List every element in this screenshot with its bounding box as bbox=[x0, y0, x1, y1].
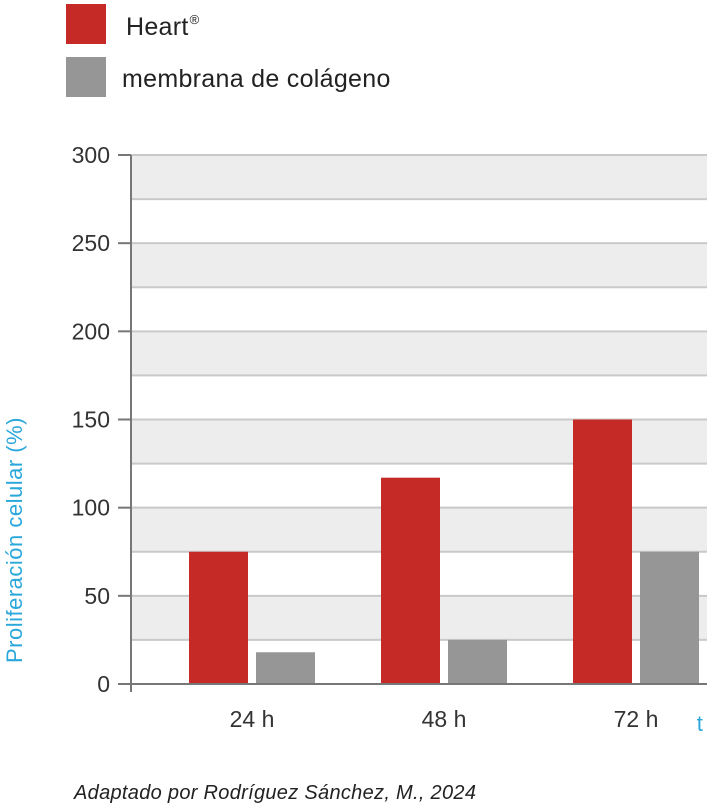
grid-band bbox=[131, 243, 707, 288]
x-tick-label: 48 h bbox=[422, 706, 467, 732]
chart-tick-labels: 0 50 100 150 200 250 300 24 h 48 h 72 h bbox=[72, 142, 659, 732]
legend-label-heart: Heart® bbox=[126, 12, 200, 42]
legend-label-heart-text: Heart bbox=[126, 13, 189, 41]
legend-swatch-collagen bbox=[66, 57, 106, 97]
registered-mark: ® bbox=[189, 12, 200, 27]
y-tick-label: 0 bbox=[97, 671, 110, 697]
legend-label-collagen: membrana de colágeno bbox=[122, 65, 391, 93]
bar-2-0 bbox=[573, 419, 632, 684]
chart-axes bbox=[118, 154, 707, 692]
x-tick-label: 24 h bbox=[230, 706, 275, 732]
y-tick-label: 100 bbox=[72, 495, 110, 521]
bar-0-1 bbox=[256, 652, 315, 684]
bar-1-1 bbox=[448, 639, 507, 684]
grid-band bbox=[131, 155, 707, 200]
grid-band bbox=[131, 331, 707, 376]
y-tick-label: 150 bbox=[72, 407, 110, 433]
source-caption: Adaptado por Rodríguez Sánchez, M., 2024 bbox=[74, 782, 477, 804]
y-tick-label: 200 bbox=[72, 318, 110, 344]
bar-2-1 bbox=[640, 551, 699, 684]
legend-swatch-heart bbox=[66, 4, 106, 44]
y-axis-title: Proliferación celular (%) bbox=[2, 417, 27, 663]
y-tick-label: 50 bbox=[84, 583, 110, 609]
y-tick-label: 300 bbox=[72, 142, 110, 168]
bar-0-0 bbox=[189, 551, 248, 684]
chart-bars bbox=[189, 419, 699, 684]
x-tick-label: 72 h bbox=[614, 706, 659, 732]
y-tick-label: 250 bbox=[72, 230, 110, 256]
bar-1-0 bbox=[381, 477, 440, 684]
x-axis-title: t bbox=[697, 711, 704, 736]
